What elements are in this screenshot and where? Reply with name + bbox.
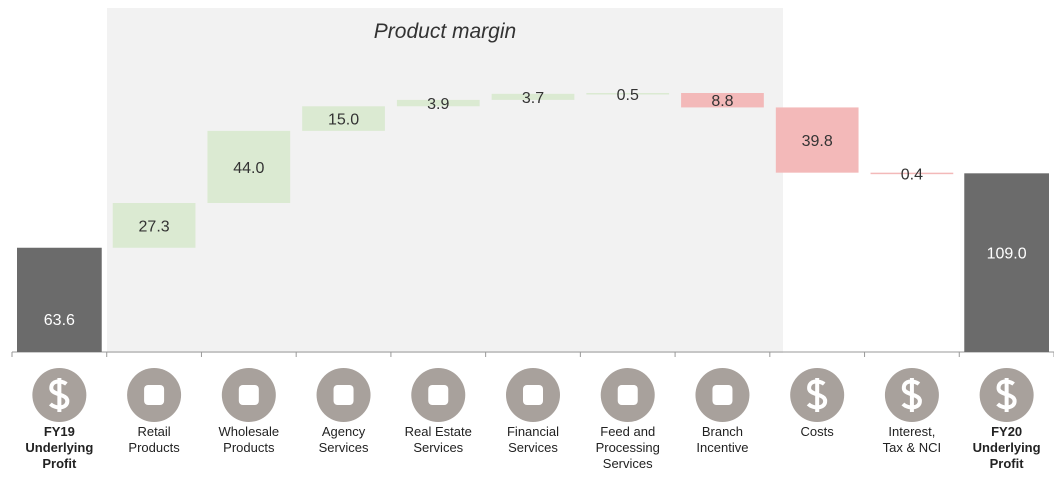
x-tick-label: Financial Services — [506, 424, 560, 455]
bar — [207, 130, 291, 203]
icon-glyph — [428, 385, 449, 405]
category-icon — [221, 368, 276, 422]
category-icon — [316, 368, 371, 422]
category-icon — [884, 368, 939, 422]
bar — [491, 93, 575, 100]
value-label: 39.8 — [802, 133, 833, 150]
value-label: 0.4 — [901, 166, 923, 183]
x-tick-label: Feed and Processing Services — [595, 424, 660, 471]
category-icon — [979, 368, 1034, 422]
value-label: 3.7 — [522, 90, 544, 107]
bar — [870, 172, 954, 175]
icon-glyph — [333, 385, 354, 405]
bar — [586, 93, 670, 95]
value-label: 109.0 — [987, 246, 1027, 263]
category-icon — [32, 368, 87, 422]
x-tick-label: Costs — [800, 424, 834, 439]
bar — [775, 107, 859, 173]
icon-dollar — [48, 378, 70, 412]
x-tick-label: Real Estate Services — [404, 424, 472, 455]
category-icon — [127, 368, 182, 422]
x-tick-label: Interest, Tax & NCI — [882, 424, 942, 455]
category-icon — [790, 368, 845, 422]
bar — [681, 93, 764, 108]
x-tick-label: FY20 Underlying Profit — [972, 424, 1041, 471]
category-icon — [411, 368, 466, 422]
category-icon — [506, 368, 560, 422]
icon-glyph — [617, 385, 638, 405]
value-label: 3.9 — [427, 96, 449, 113]
bar — [964, 173, 1049, 352]
bar — [302, 106, 385, 131]
icon-dollar — [806, 378, 828, 412]
icon-glyph — [238, 385, 259, 405]
x-tick-label: Retail Products — [128, 424, 180, 455]
value-label: 0.5 — [617, 87, 639, 104]
value-label: 44.0 — [233, 160, 264, 177]
x-tick-label: FY19 Underlying Profit — [25, 424, 94, 471]
bar — [112, 202, 196, 248]
value-label: 15.0 — [328, 112, 359, 129]
icon-dollar — [901, 378, 922, 412]
bar — [17, 247, 102, 352]
icon-glyph — [712, 385, 733, 405]
value-label: 8.8 — [711, 93, 733, 110]
annotation: Product margin — [374, 20, 516, 43]
x-tick-label: Wholesale Products — [218, 424, 280, 455]
value-label: 63.6 — [44, 312, 75, 329]
icon-glyph — [144, 385, 165, 405]
x-tick-label: Branch Incentive — [696, 424, 749, 455]
category-icon — [600, 368, 655, 422]
bar — [396, 99, 480, 107]
icon-dollar — [996, 378, 1017, 412]
x-tick-label: Agency Services — [318, 424, 369, 455]
value-label: 27.3 — [139, 218, 170, 235]
icon-glyph — [523, 385, 543, 405]
category-icon — [695, 368, 750, 422]
